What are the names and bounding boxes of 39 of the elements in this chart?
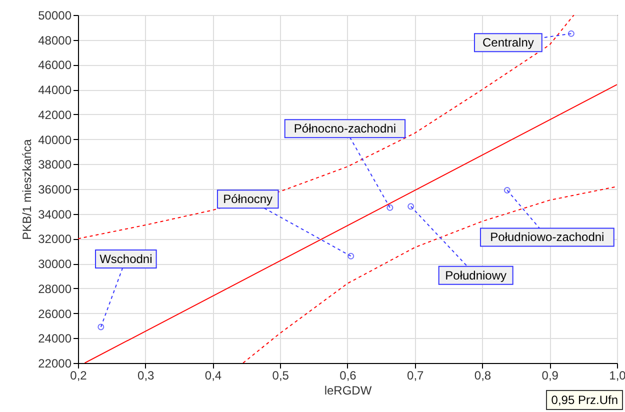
x-tick-label: 0,8 xyxy=(474,368,492,382)
text: 0,95 Prz.Ufn xyxy=(546,390,623,410)
x-tick-label: 0,7 xyxy=(407,368,424,382)
y-tick-label: 44000 xyxy=(38,83,72,98)
point xyxy=(408,203,414,210)
x-tick-label: 0,2 xyxy=(70,368,88,382)
y-tick-label: 48000 xyxy=(38,33,72,48)
x-tick-label: 0,3 xyxy=(138,368,155,382)
y-tick-label: 32000 xyxy=(38,232,72,246)
x-tick-label: 0,5 xyxy=(272,368,290,382)
x-tick-label: 0,4 xyxy=(204,368,222,382)
annotation: Południowy xyxy=(445,268,507,282)
point xyxy=(386,204,394,211)
point xyxy=(348,252,354,260)
annotation: Wschodni xyxy=(100,252,152,266)
annotation: Północno-zachodni xyxy=(294,122,396,136)
y-tick-label: 34000 xyxy=(38,207,72,222)
y-tick-label: 24000 xyxy=(38,332,72,346)
x-tick-label: 0,9 xyxy=(542,368,559,382)
point xyxy=(568,30,574,37)
annotation: Centralny xyxy=(482,36,534,50)
y-tick-label: 38000 xyxy=(38,158,72,172)
x-axis-title: leRGDW xyxy=(324,384,372,398)
y-tick-label: 46000 xyxy=(38,58,72,72)
y-tick-label: 26000 xyxy=(38,306,72,321)
annotation: Południowo-zachodni xyxy=(490,230,604,244)
y-tick-label: 22000 xyxy=(38,356,72,370)
y-tick-label: 42000 xyxy=(38,108,72,122)
y-tick-label: 36000 xyxy=(38,182,72,196)
y-tick-label: 40000 xyxy=(38,132,72,147)
y-axis-title: PKB/1 mieszkańca xyxy=(20,138,34,240)
y-tick-label: 50000 xyxy=(38,8,72,22)
point xyxy=(98,324,104,330)
x-tick-label: 1,0 xyxy=(609,368,625,382)
y-tick-label: 30000 xyxy=(38,257,72,272)
x-tick-label: 0,6 xyxy=(340,368,357,382)
y-tick-label: 28000 xyxy=(38,282,72,296)
annotation: Północny xyxy=(223,192,273,206)
point xyxy=(504,187,510,194)
